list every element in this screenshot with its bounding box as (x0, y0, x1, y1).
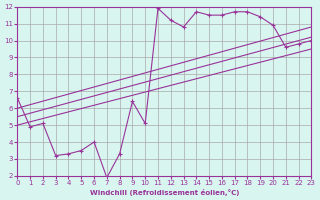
X-axis label: Windchill (Refroidissement éolien,°C): Windchill (Refroidissement éolien,°C) (90, 189, 239, 196)
